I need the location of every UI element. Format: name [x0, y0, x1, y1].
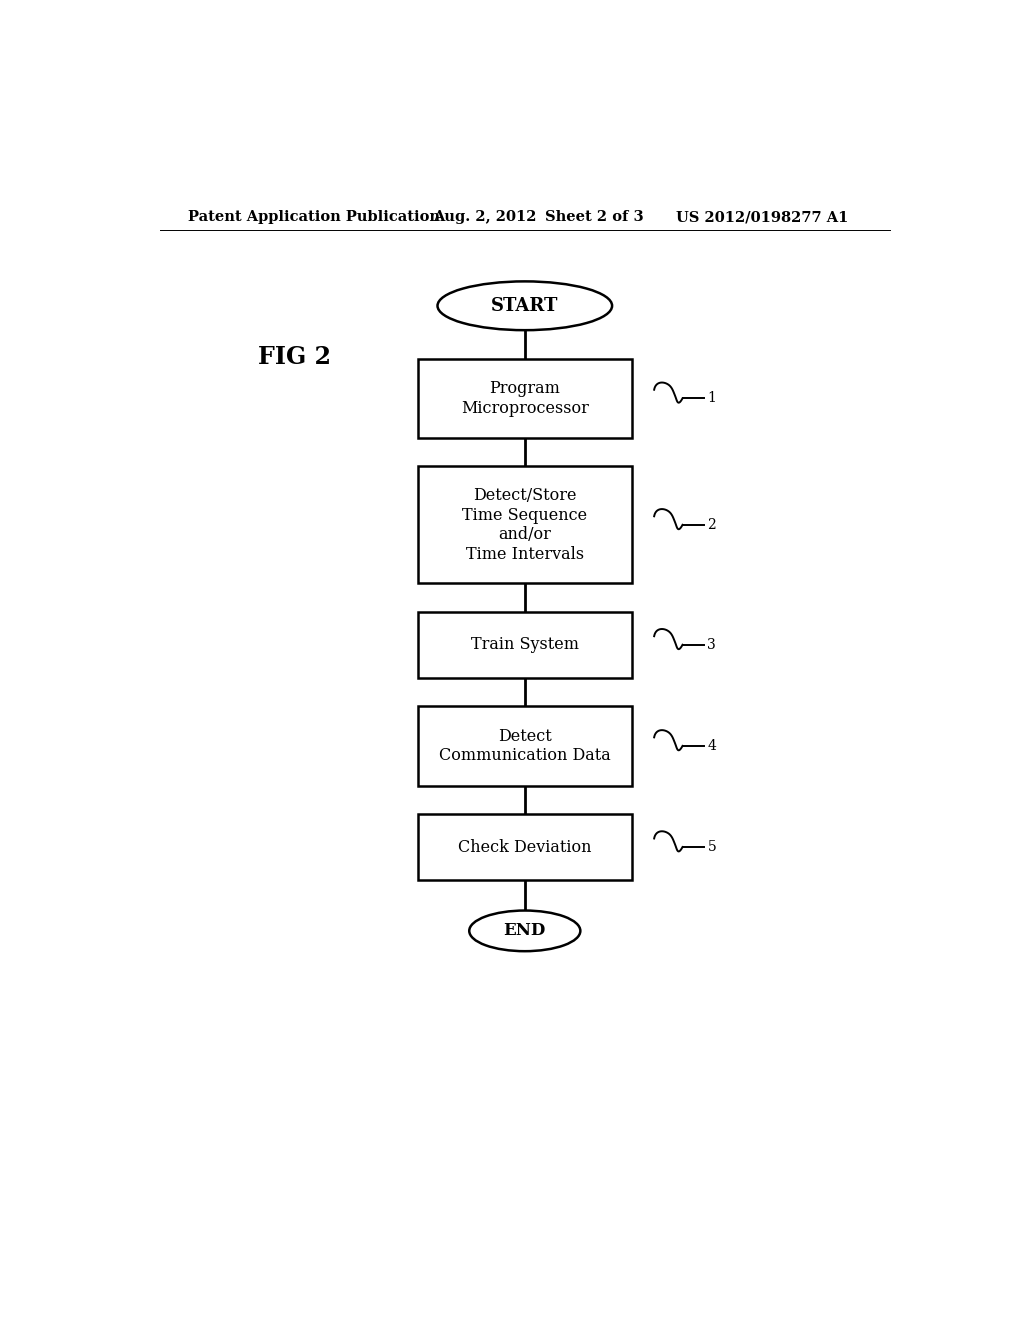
Text: FIG 2: FIG 2 — [258, 345, 331, 368]
Bar — [418, 706, 632, 785]
Text: Sheet 2 of 3: Sheet 2 of 3 — [545, 210, 643, 224]
Text: Detect
Communication Data: Detect Communication Data — [439, 727, 610, 764]
Text: Aug. 2, 2012: Aug. 2, 2012 — [433, 210, 537, 224]
Text: Detect/Store
Time Sequence
and/or
Time Intervals: Detect/Store Time Sequence and/or Time I… — [462, 487, 588, 562]
Bar — [418, 814, 632, 880]
Bar — [418, 466, 632, 583]
Text: Program
Microprocessor: Program Microprocessor — [461, 380, 589, 417]
Text: 5: 5 — [708, 840, 716, 854]
Text: 3: 3 — [708, 638, 716, 652]
Text: START: START — [492, 297, 558, 314]
Bar — [418, 359, 632, 438]
Text: 1: 1 — [708, 391, 716, 405]
Ellipse shape — [469, 911, 581, 952]
Text: Patent Application Publication: Patent Application Publication — [187, 210, 439, 224]
Bar — [418, 611, 632, 677]
Text: END: END — [504, 923, 546, 940]
Text: Train System: Train System — [471, 636, 579, 653]
Text: US 2012/0198277 A1: US 2012/0198277 A1 — [676, 210, 848, 224]
Text: 4: 4 — [708, 739, 716, 752]
Text: Check Deviation: Check Deviation — [458, 838, 592, 855]
Ellipse shape — [437, 281, 612, 330]
Text: 2: 2 — [708, 517, 716, 532]
